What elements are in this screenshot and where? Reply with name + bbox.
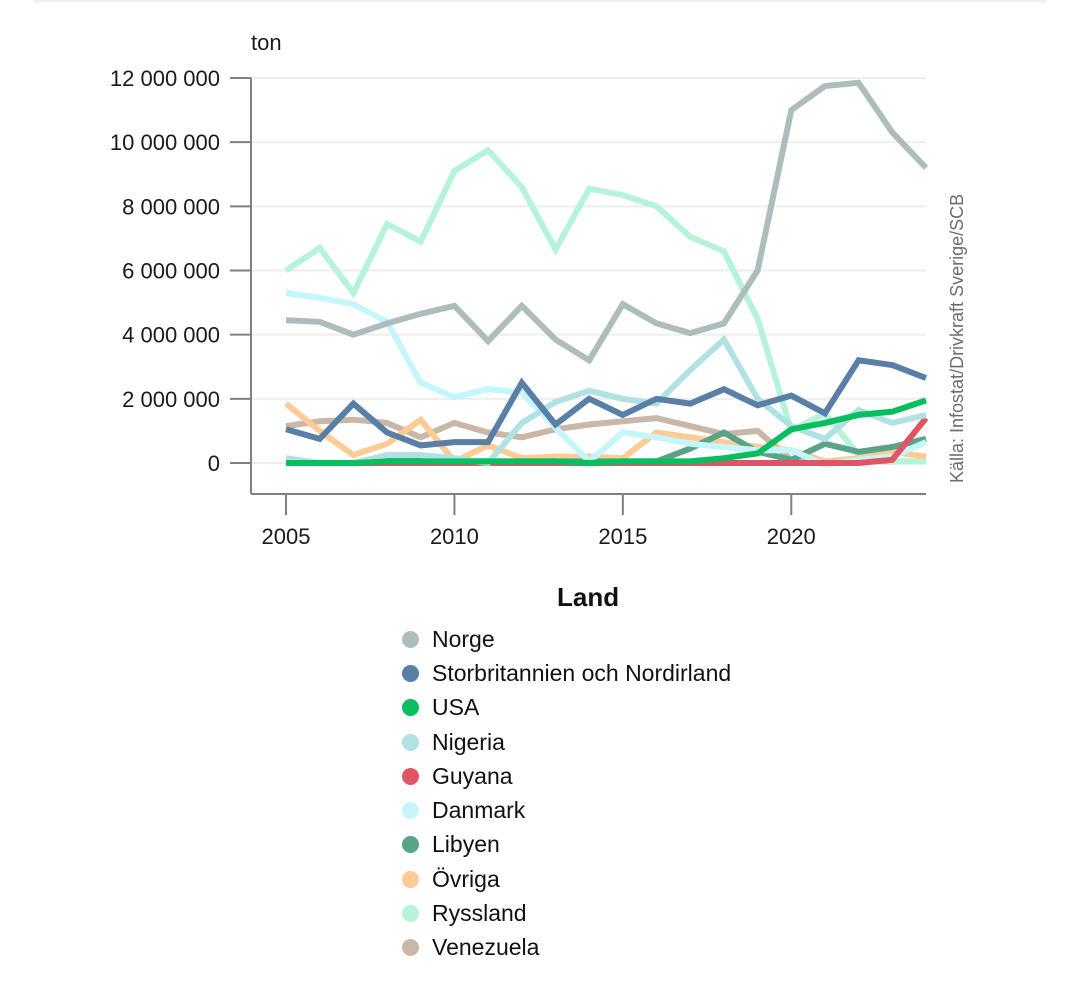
y-axis-unit-label: ton (251, 30, 282, 55)
legend-item[interactable]: Övriga (402, 862, 731, 896)
legend-swatch-icon (402, 905, 419, 923)
y-tick-label: 8 000 000 (122, 194, 220, 219)
legend-item[interactable]: Libyen (402, 828, 731, 862)
legend-swatch-icon (402, 664, 419, 682)
legend-item[interactable]: USA (402, 691, 731, 725)
line-chart: 0 2 000 000 4 000 000 6 000 000 8 000 000 10 … (110, 30, 967, 549)
legend-label: USA (432, 694, 480, 721)
top-card-edge (34, 0, 1046, 4)
y-tick-label: 0 (208, 451, 220, 476)
legend-item[interactable]: Storbritannien och Nordirland (402, 656, 731, 690)
series-lines (284, 79, 929, 468)
legend-swatch-icon (402, 699, 419, 717)
source-label: Källa: Infostat/Drivkraft Sverige/SCB (947, 194, 967, 483)
y-tick-label: 12 000 000 (110, 66, 220, 91)
legend-item[interactable]: Venezuela (402, 931, 731, 965)
legend-swatch-icon (402, 939, 419, 957)
y-tick-label: 4 000 000 (122, 323, 220, 348)
series-line-ryssland[interactable] (284, 146, 926, 465)
y-axis: 0 2 000 000 4 000 000 6 000 000 8 000 000 10 … (110, 66, 252, 494)
legend-label: Ryssland (432, 900, 527, 927)
y-tick-label: 2 000 000 (122, 387, 220, 412)
series-line-storbritannien-och-nordirland[interactable] (285, 357, 928, 449)
legend-item[interactable]: Danmark (402, 793, 731, 827)
x-axis: 2005 2010 2015 2020 (251, 493, 926, 549)
series-line-usa[interactable] (286, 397, 927, 467)
legend-swatch-icon (402, 802, 419, 820)
x-tick-label: 2005 (262, 524, 311, 549)
series-line-nigeria[interactable] (285, 334, 927, 467)
legend-item[interactable]: Nigeria (402, 725, 731, 759)
legend-label: Storbritannien och Nordirland (432, 659, 732, 686)
y-tick-label: 6 000 000 (122, 259, 220, 284)
series-line-norge[interactable] (285, 79, 929, 365)
legend-label: Norge (432, 625, 495, 652)
legend-label: Övriga (432, 865, 500, 892)
legend-label: Guyana (432, 762, 513, 789)
legend-list: Norge Storbritannien och Nordirland USA Nig… (402, 622, 731, 965)
legend-label: Nigeria (432, 728, 505, 755)
x-tick-label: 2010 (430, 524, 479, 549)
legend-item[interactable]: Norge (402, 622, 731, 656)
legend-swatch-icon (402, 836, 419, 854)
series-line-danmark[interactable] (285, 290, 928, 468)
legend-item[interactable]: Guyana (402, 759, 731, 793)
legend-label: Venezuela (432, 934, 540, 961)
legend-label: Libyen (432, 831, 500, 858)
y-tick-label: 10 000 000 (110, 130, 220, 155)
x-tick-label: 2020 (767, 524, 816, 549)
legend-swatch-icon (402, 870, 419, 888)
x-tick-label: 2015 (598, 524, 647, 549)
legend-title: Land (557, 582, 620, 612)
legend-item[interactable]: Ryssland (402, 896, 731, 930)
legend-swatch-icon (402, 733, 419, 751)
legend-label: Danmark (432, 797, 526, 824)
legend-swatch-icon (402, 630, 419, 648)
legend-swatch-icon (402, 767, 419, 785)
